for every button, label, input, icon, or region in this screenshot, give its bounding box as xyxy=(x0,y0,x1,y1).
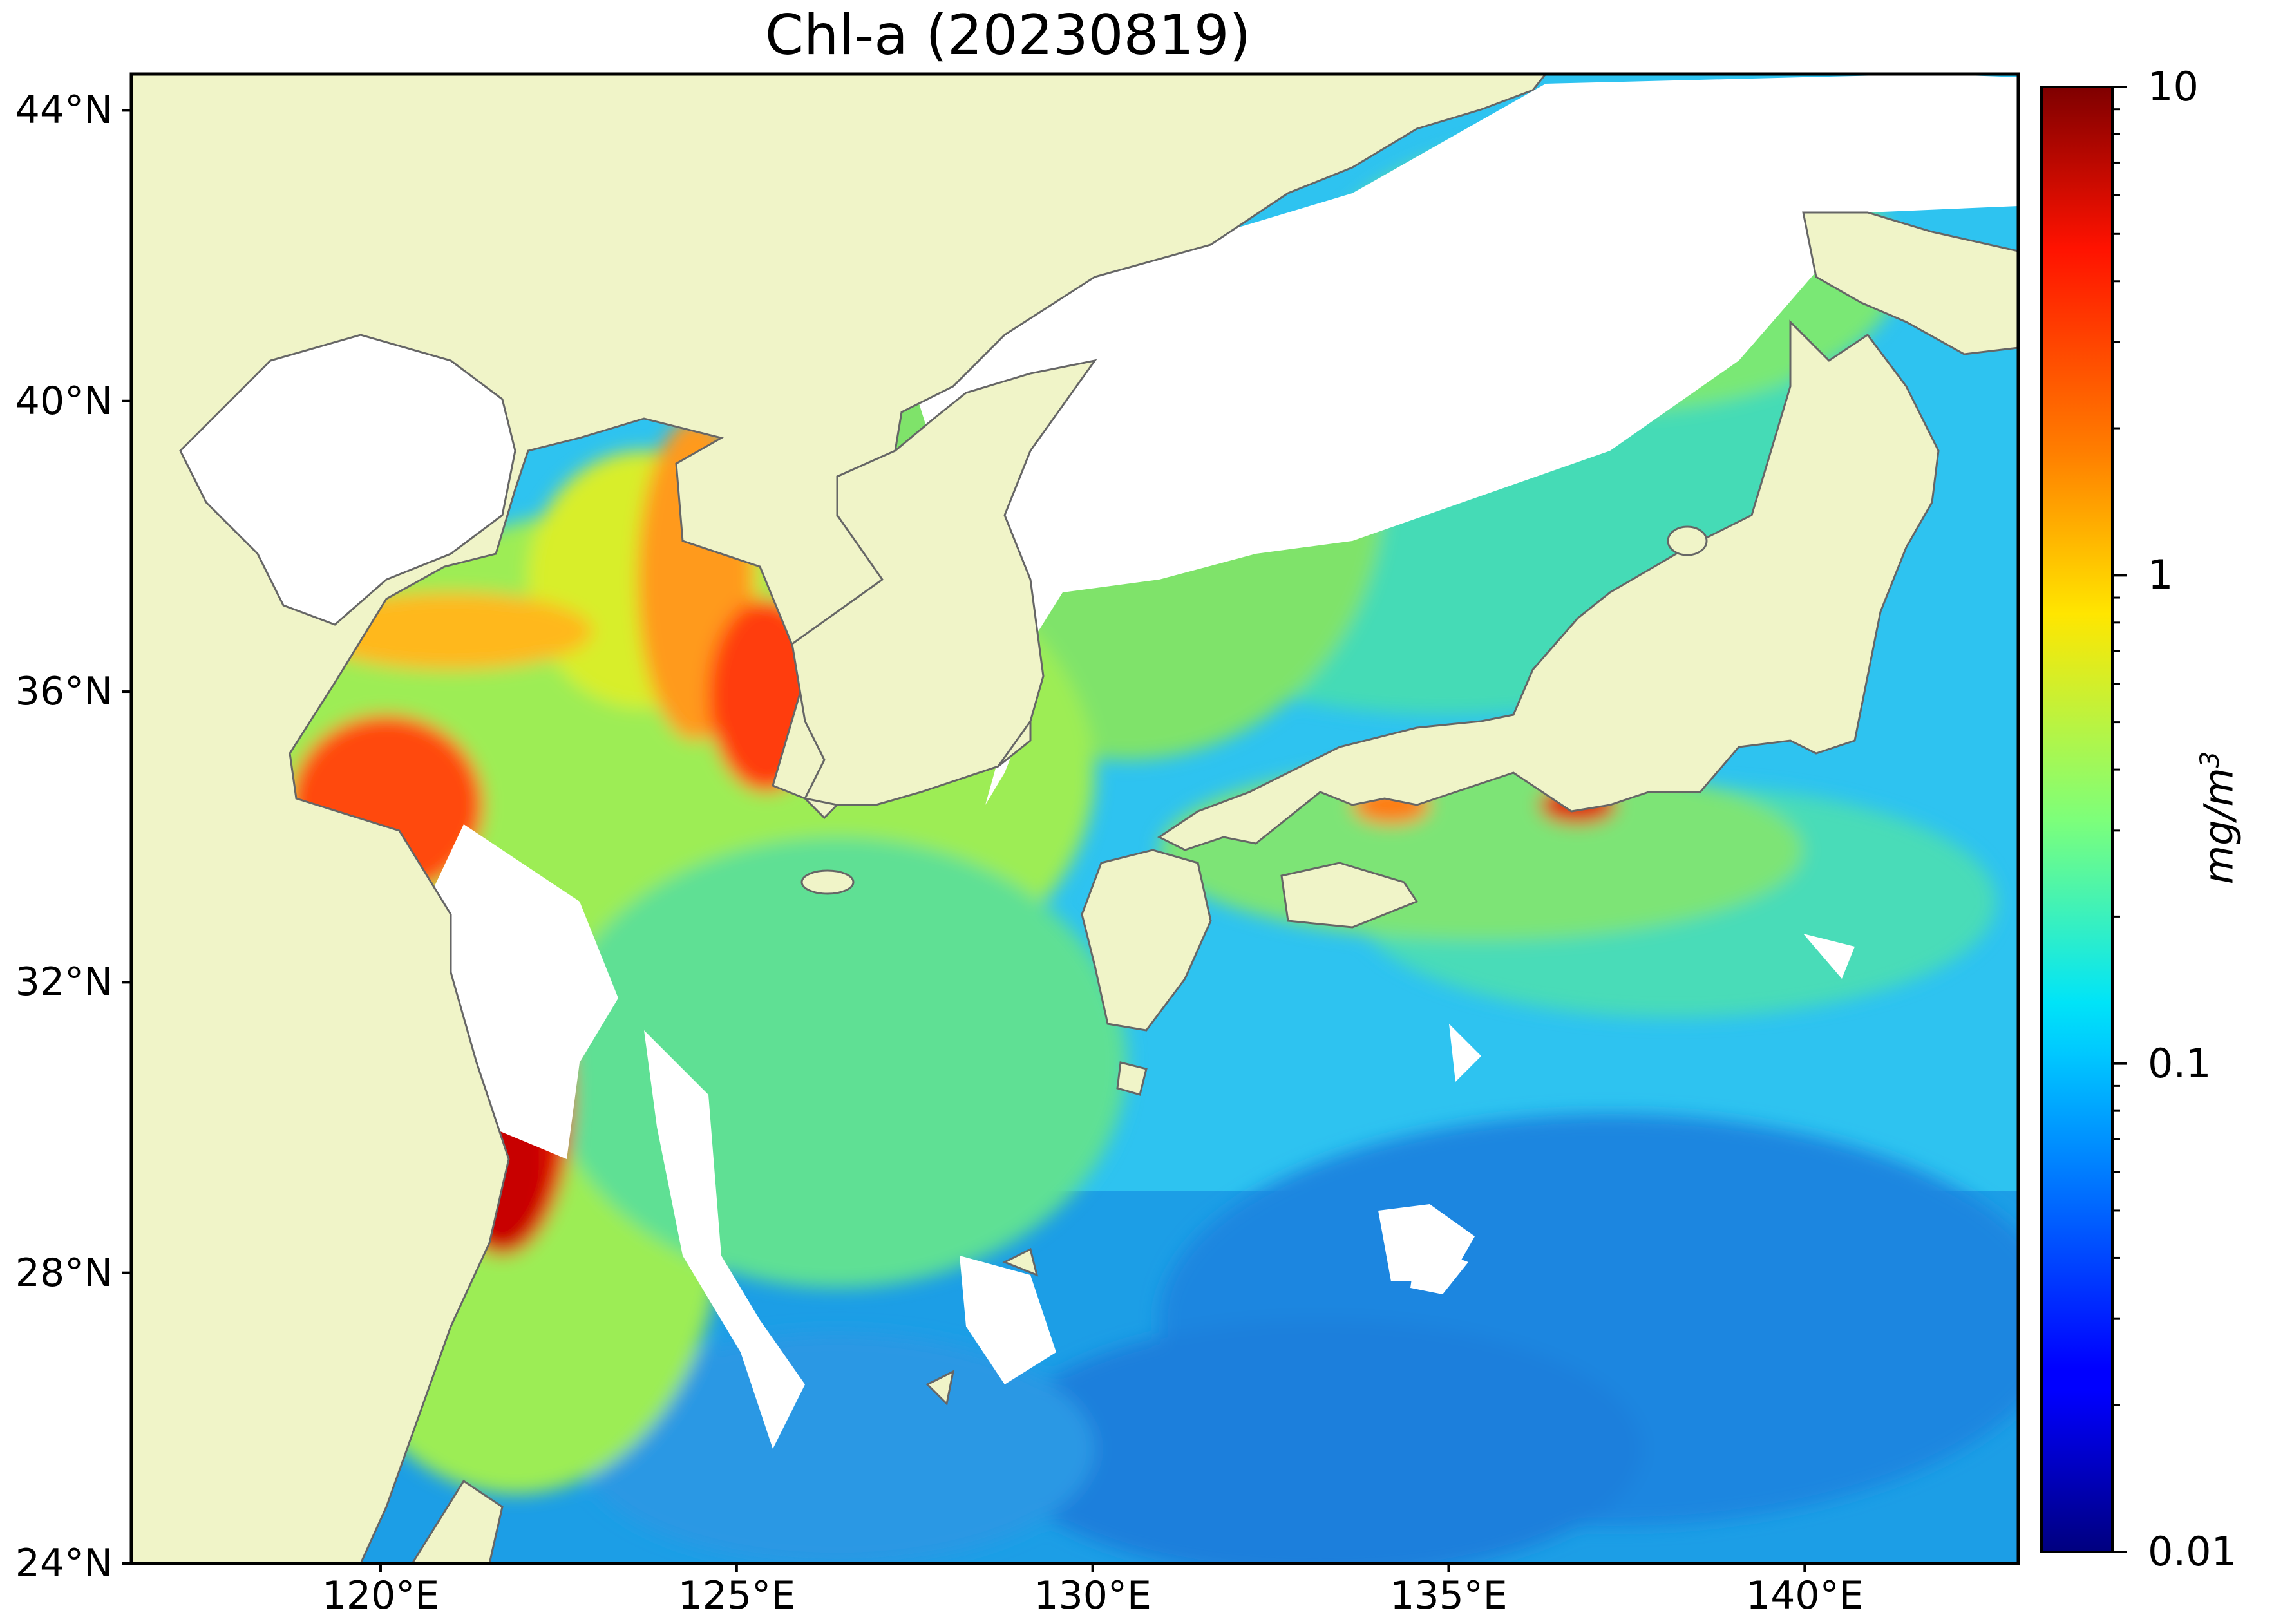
lat-tick-label: 28°N xyxy=(15,1250,113,1296)
lat-tick-label: 40°N xyxy=(15,378,113,424)
map-title: Chl-a (20230819) xyxy=(764,3,1251,68)
lon-tick-marks xyxy=(379,1563,1806,1572)
colorbar-tick-label: 0.01 xyxy=(2148,1528,2237,1575)
lon-tick-label: 125°E xyxy=(677,1573,796,1618)
lon-tick-label: 135°E xyxy=(1390,1573,1508,1618)
colorbar-ticks xyxy=(2112,86,2127,1553)
lat-tick-marks xyxy=(122,109,131,1565)
chlorophyll-field xyxy=(131,74,2018,1563)
colorbar-tick-label: 10 xyxy=(2148,63,2199,110)
lat-tick-label: 32°N xyxy=(15,959,113,1005)
lon-tick-label: 120°E xyxy=(321,1573,440,1618)
colorbar-tick-label: 1 xyxy=(2148,551,2174,599)
map-frame xyxy=(129,72,2020,1565)
lon-tick-label: 140°E xyxy=(1746,1573,1864,1618)
lat-tick-label: 36°N xyxy=(15,669,113,715)
lat-tick-label: 44°N xyxy=(15,88,113,133)
lon-tick-label: 130°E xyxy=(1034,1573,1151,1618)
colorbar-unit-exp: 3 xyxy=(2195,751,2225,768)
colorbar xyxy=(2041,87,2112,1552)
lat-tick-label: 24°N xyxy=(15,1541,113,1586)
colorbar-tick-label: 0.1 xyxy=(2148,1039,2212,1087)
colorbar-frame xyxy=(2040,86,2114,1553)
colorbar-unit: mg/m3 xyxy=(2195,751,2242,885)
colorbar-unit-base: mg/m xyxy=(2195,768,2242,885)
